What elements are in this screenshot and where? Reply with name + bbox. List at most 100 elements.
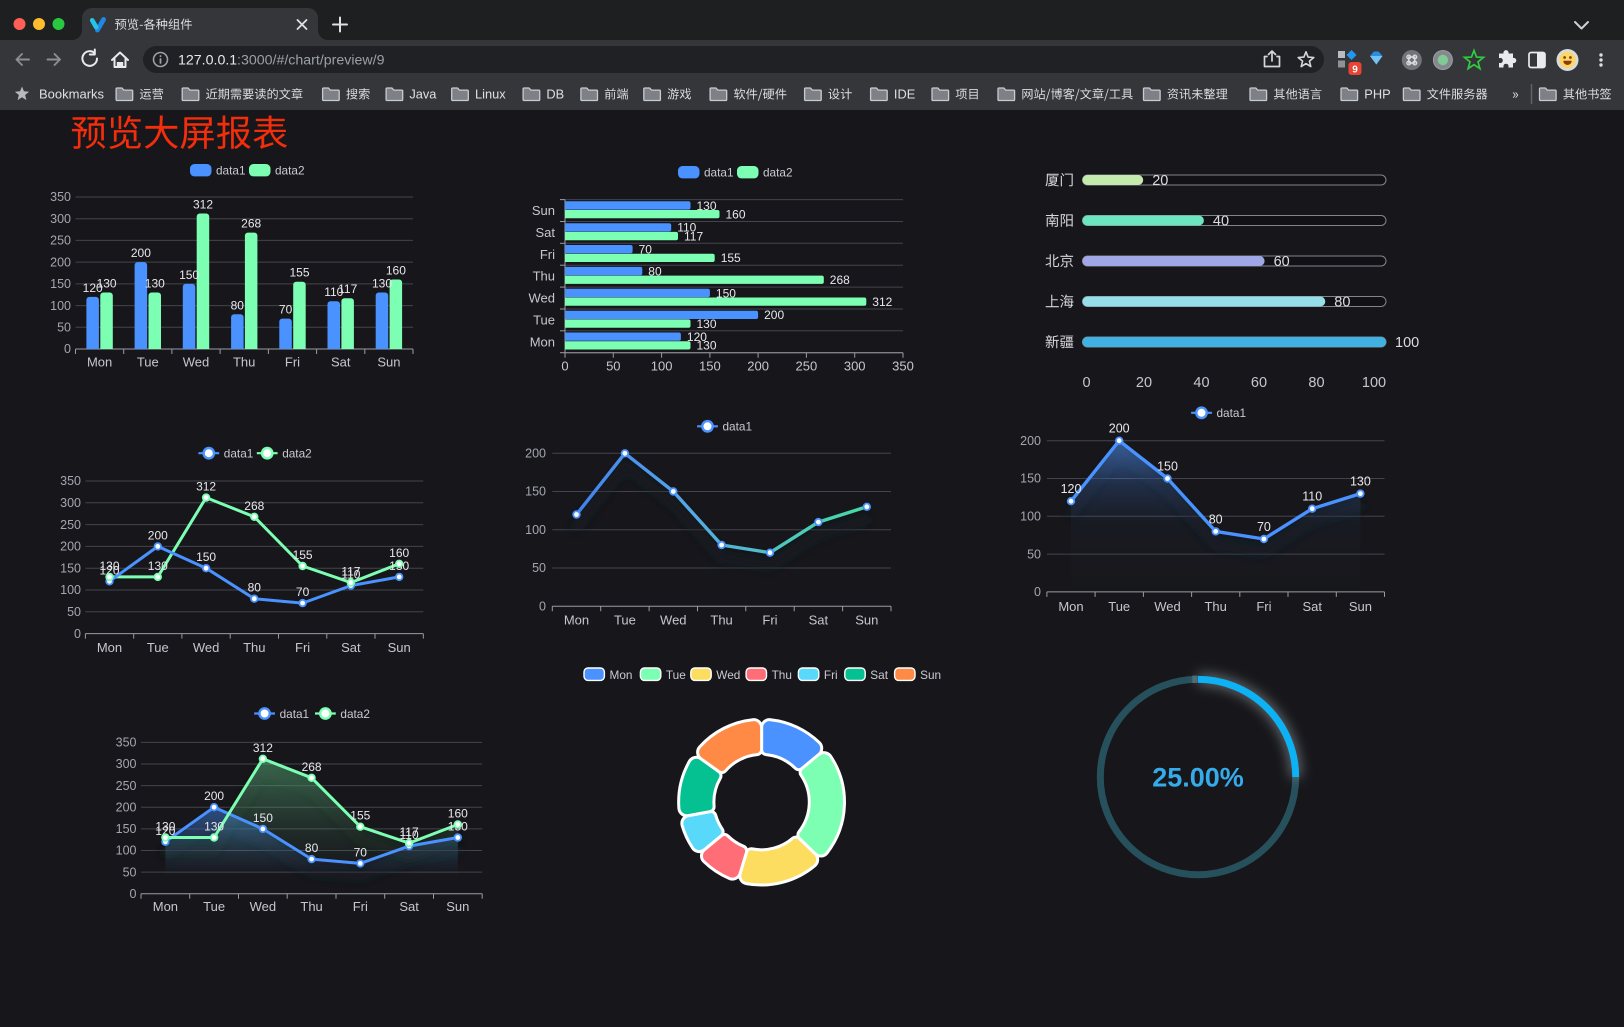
svg-text:100: 100: [1362, 375, 1386, 391]
svg-text:160: 160: [448, 807, 468, 821]
svg-text:data1: data1: [280, 707, 310, 721]
svg-text:Wed: Wed: [250, 899, 277, 914]
svg-text:117: 117: [684, 229, 703, 243]
svg-text:268: 268: [244, 499, 264, 513]
svg-text:0: 0: [74, 627, 81, 641]
svg-text:Tue: Tue: [533, 312, 555, 327]
svg-text:200: 200: [148, 528, 168, 542]
svg-text:Sun: Sun: [920, 668, 941, 682]
svg-text::3000/#/chart/preview/9: :3000/#/chart/preview/9: [237, 52, 385, 68]
svg-text:data1: data1: [216, 164, 246, 178]
svg-text:Fri: Fri: [353, 899, 368, 914]
svg-text:0: 0: [561, 359, 568, 374]
svg-text:Sat: Sat: [331, 355, 351, 370]
svg-text:200: 200: [50, 255, 71, 269]
svg-text:Sun: Sun: [532, 203, 555, 218]
svg-text:Tue: Tue: [147, 640, 169, 655]
svg-text:120: 120: [155, 824, 175, 838]
svg-text:130: 130: [204, 820, 224, 834]
svg-text:80: 80: [231, 298, 245, 312]
svg-text:Java: Java: [409, 87, 437, 102]
svg-text:150: 150: [50, 277, 71, 291]
svg-text:Linux: Linux: [475, 87, 506, 102]
svg-text:100: 100: [1020, 510, 1041, 524]
svg-text:70: 70: [354, 845, 368, 859]
svg-text:300: 300: [60, 496, 81, 510]
svg-text:Mon: Mon: [564, 613, 589, 628]
svg-text:300: 300: [844, 359, 866, 374]
svg-text:130: 130: [372, 277, 392, 291]
svg-text:Sun: Sun: [1349, 599, 1372, 614]
svg-text:250: 250: [60, 518, 81, 532]
svg-text:100: 100: [50, 299, 71, 313]
svg-text:0: 0: [64, 342, 71, 356]
svg-text:Fri: Fri: [285, 355, 300, 370]
svg-text:Mon: Mon: [610, 668, 633, 682]
svg-text:data2: data2: [282, 447, 312, 461]
svg-text:Fri: Fri: [540, 247, 555, 262]
svg-text:Sun: Sun: [855, 613, 878, 628]
svg-text:120: 120: [1061, 482, 1082, 496]
svg-text:200: 200: [764, 308, 784, 322]
svg-text:80: 80: [1334, 295, 1350, 311]
svg-text:150: 150: [116, 822, 137, 836]
svg-text:130: 130: [148, 559, 168, 573]
svg-text:Wed: Wed: [529, 291, 556, 306]
svg-text:130: 130: [1350, 475, 1371, 489]
svg-text:Wed: Wed: [193, 640, 220, 655]
svg-text:Sat: Sat: [341, 640, 361, 655]
svg-text:155: 155: [293, 548, 313, 562]
svg-text:50: 50: [67, 605, 81, 619]
svg-text:80: 80: [648, 264, 662, 278]
svg-text:Sun: Sun: [388, 640, 411, 655]
svg-text:50: 50: [123, 865, 137, 879]
svg-text:350: 350: [50, 190, 71, 204]
svg-text:250: 250: [116, 779, 137, 793]
svg-text:350: 350: [116, 736, 137, 750]
svg-text:70: 70: [279, 303, 293, 317]
svg-text:200: 200: [1109, 422, 1130, 436]
svg-text:Wed: Wed: [183, 355, 210, 370]
svg-text:Mon: Mon: [1058, 599, 1083, 614]
svg-text:60: 60: [1251, 375, 1267, 391]
svg-text:Fri: Fri: [762, 613, 777, 628]
svg-text:Wed: Wed: [1154, 599, 1181, 614]
svg-text:127.0.0.1: 127.0.0.1: [178, 52, 237, 68]
svg-text:268: 268: [830, 273, 850, 287]
svg-text:0: 0: [1082, 375, 1090, 391]
svg-text:117: 117: [341, 565, 360, 579]
svg-text:200: 200: [116, 800, 137, 814]
svg-text:117: 117: [400, 825, 419, 839]
svg-text:60: 60: [1274, 254, 1290, 270]
svg-text:Sun: Sun: [446, 899, 469, 914]
svg-text:40: 40: [1193, 375, 1209, 391]
svg-text:100: 100: [116, 844, 137, 858]
svg-text:DB: DB: [546, 87, 564, 102]
svg-text:Tue: Tue: [1108, 599, 1130, 614]
svg-text:Tue: Tue: [203, 899, 225, 914]
svg-text:data1: data1: [1217, 406, 1247, 420]
svg-text:130: 130: [697, 199, 717, 213]
svg-text:150: 150: [60, 561, 81, 575]
svg-text:Mon: Mon: [153, 899, 178, 914]
svg-text:120: 120: [99, 563, 119, 577]
svg-text:150: 150: [196, 550, 216, 564]
svg-text:80: 80: [305, 841, 319, 855]
svg-text:100: 100: [525, 523, 546, 537]
svg-text:100: 100: [1395, 335, 1419, 351]
svg-text:160: 160: [386, 264, 406, 278]
svg-text:110: 110: [341, 568, 360, 582]
svg-text:Thu: Thu: [233, 355, 255, 370]
svg-text:50: 50: [532, 561, 546, 575]
svg-text:120: 120: [83, 281, 103, 295]
svg-text:250: 250: [50, 234, 71, 248]
svg-text:0: 0: [130, 887, 137, 901]
svg-text:200: 200: [204, 789, 224, 803]
svg-text:IDE: IDE: [894, 87, 915, 102]
svg-text:9: 9: [1352, 64, 1358, 75]
svg-text:Fri: Fri: [824, 668, 838, 682]
svg-text:117: 117: [338, 282, 357, 296]
svg-text:50: 50: [57, 321, 71, 335]
svg-text:150: 150: [1157, 460, 1178, 474]
svg-text:Sat: Sat: [399, 899, 419, 914]
